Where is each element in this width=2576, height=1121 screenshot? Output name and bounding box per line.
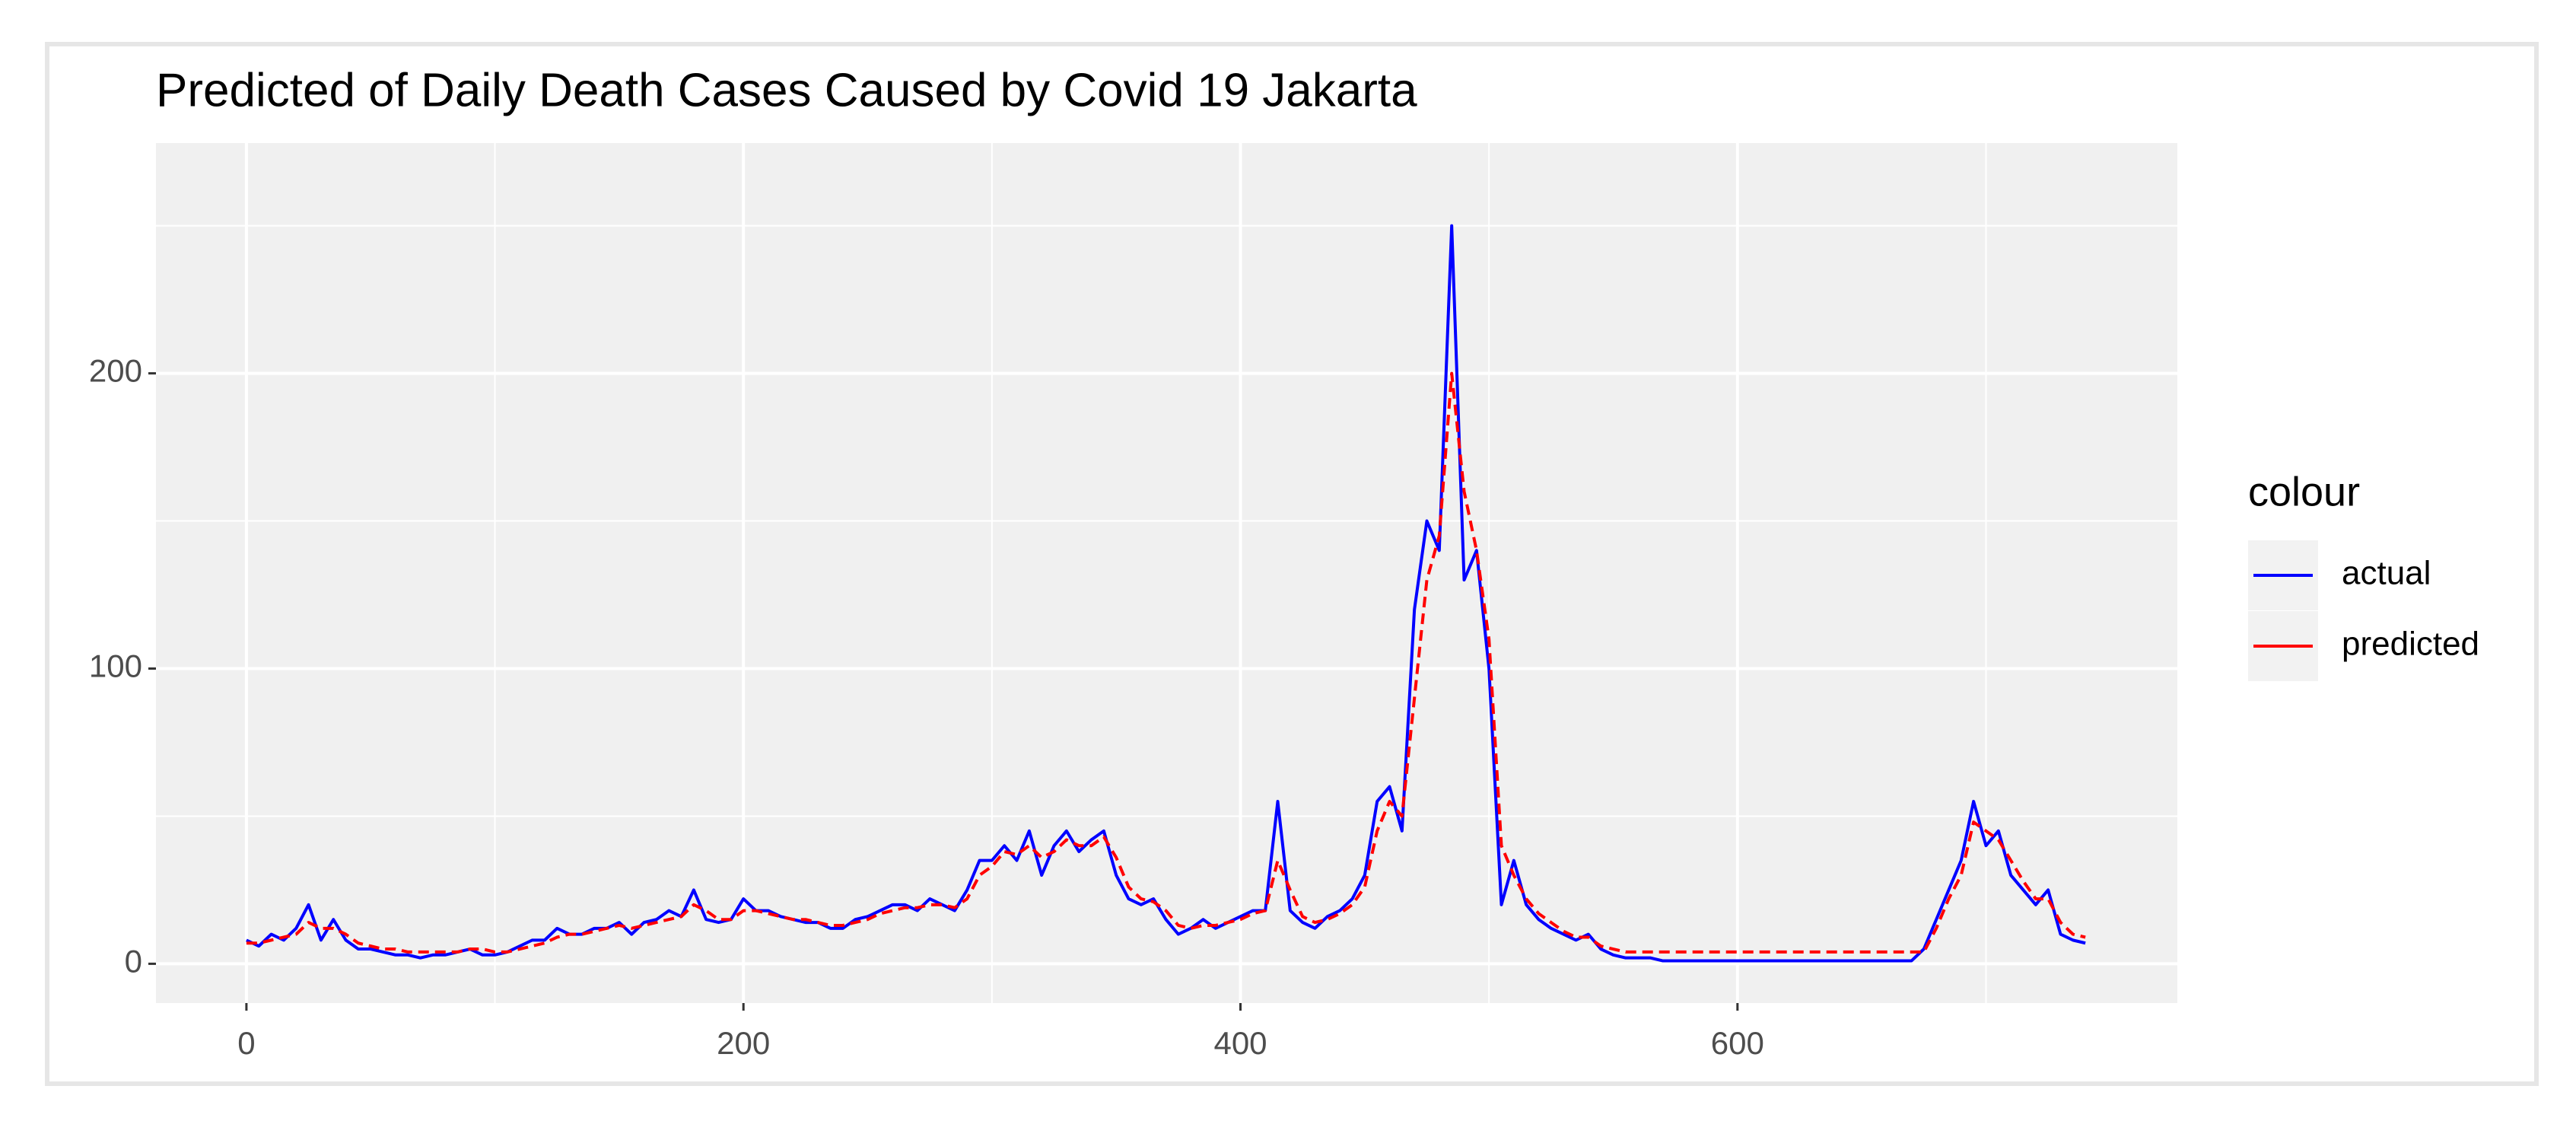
plot-panel	[156, 143, 2177, 1003]
x-tick-label: 600	[1711, 1025, 1764, 1061]
frame	[45, 42, 2539, 1086]
series-line	[246, 371, 2086, 954]
legend-label: actual	[2342, 555, 2431, 592]
x-tick-label: 200	[717, 1025, 770, 1061]
x-tick-label: 0	[237, 1025, 255, 1061]
x-tick-label: 400	[1213, 1025, 1267, 1061]
legend-title: colour	[2248, 469, 2360, 514]
series-line	[246, 224, 2086, 963]
y-tick-label: 100	[89, 648, 142, 684]
y-tick-label: 0	[125, 944, 142, 979]
chart-title: Predicted of Daily Death Cases Caused by…	[156, 64, 1417, 116]
y-tick-label: 200	[89, 353, 142, 389]
legend-label: predicted	[2342, 626, 2479, 663]
